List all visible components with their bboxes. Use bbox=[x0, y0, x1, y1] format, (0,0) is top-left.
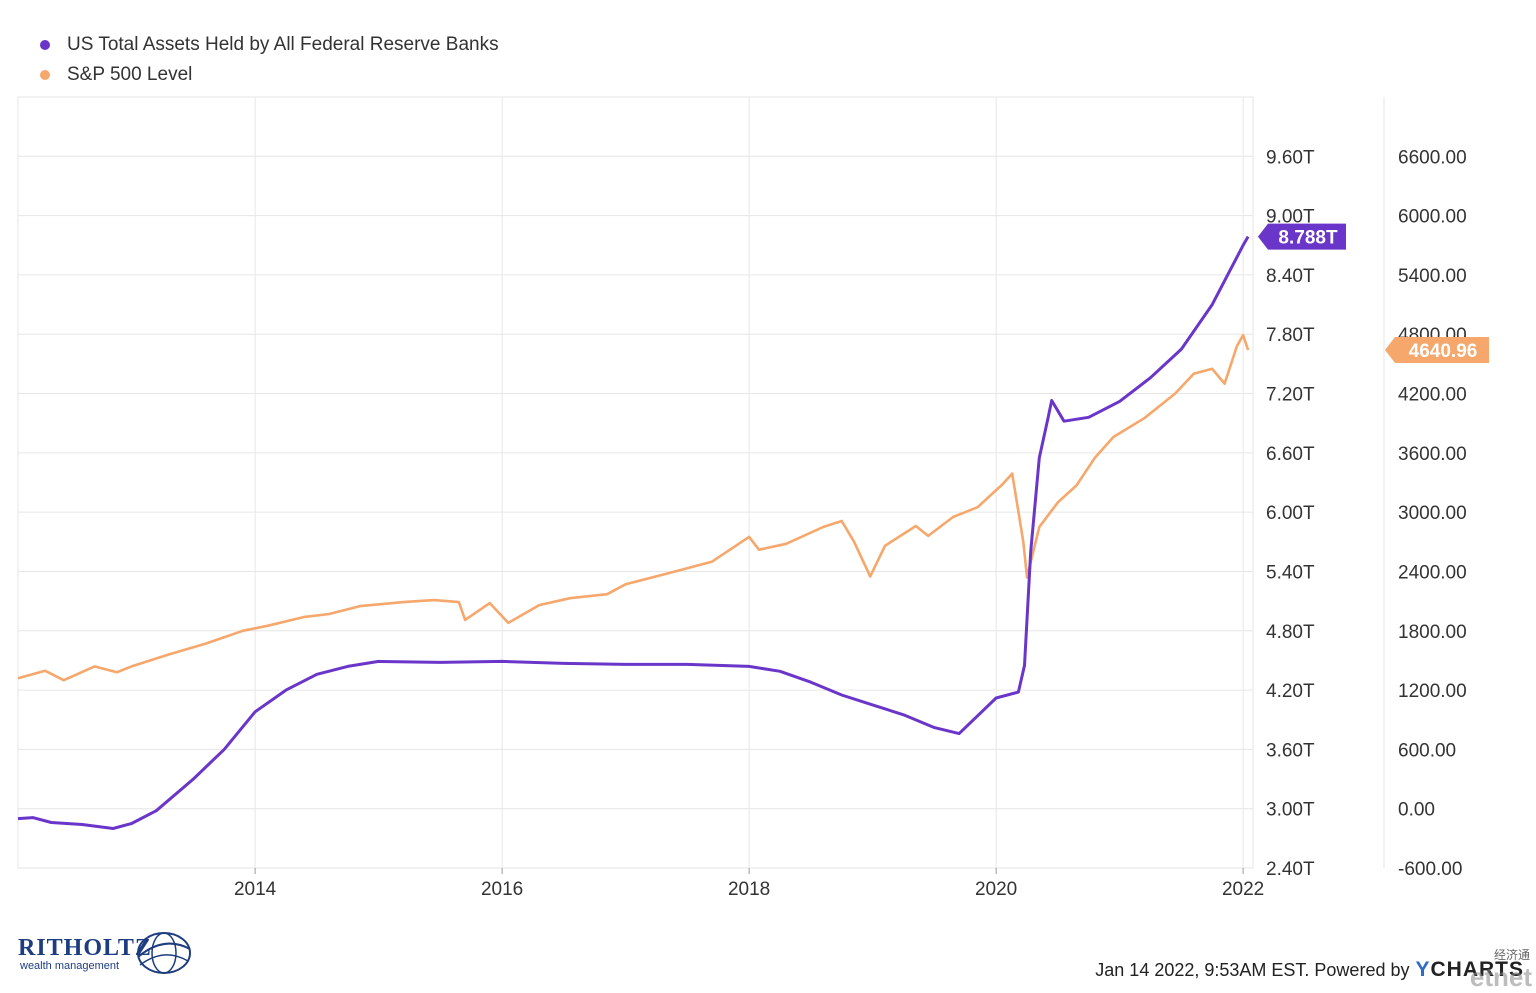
legend-item-sp500[interactable]: S&P 500 Level bbox=[40, 60, 499, 90]
legend-marker-purple bbox=[40, 40, 50, 50]
value-flag-shape bbox=[1385, 336, 1489, 363]
sp500-value-flag: 4640.96 bbox=[1385, 336, 1489, 363]
right-axis-tick-label: 600.00 bbox=[1398, 740, 1456, 761]
ycharts-text: CHARTS bbox=[1430, 958, 1524, 981]
left-axis-tick-label: 2.40T bbox=[1266, 859, 1315, 880]
x-axis-tick-label: 2016 bbox=[481, 879, 523, 900]
right-axis-tick-label: 4200.00 bbox=[1398, 385, 1467, 406]
x-axis-tick-label: 2014 bbox=[234, 879, 277, 900]
legend-label-fed-assets: US Total Assets Held by All Federal Rese… bbox=[67, 34, 499, 55]
plot-frame bbox=[17, 96, 1254, 869]
fed-assets-value-flag: 8.788T bbox=[1258, 223, 1346, 250]
watermark-etnet: etnet bbox=[1469, 962, 1532, 992]
left-axis-tick-label: 3.60T bbox=[1266, 740, 1315, 761]
ycharts-logo[interactable]: YCHARTS bbox=[1415, 958, 1524, 982]
right-axis-tick-label: 1200.00 bbox=[1398, 681, 1467, 702]
left-axis-tick-label: 6.00T bbox=[1266, 503, 1315, 524]
ycharts-y: Y bbox=[1415, 958, 1431, 981]
value-flag-text: 8.788T bbox=[1278, 228, 1338, 249]
left-axis-tick-label: 4.80T bbox=[1266, 622, 1315, 643]
value-flag-text: 4640.96 bbox=[1409, 341, 1478, 362]
brand-subtitle: wealth management bbox=[20, 960, 120, 972]
right-axis-tick-label: 1800.00 bbox=[1398, 622, 1467, 643]
sp500-line bbox=[17, 333, 1250, 682]
right-axis-tick-label: 2400.00 bbox=[1398, 562, 1467, 583]
right-axis-tick-label: 5400.00 bbox=[1398, 266, 1467, 287]
watermark-cn: 经济通 bbox=[1493, 948, 1530, 962]
left-axis-tick-label: 9.00T bbox=[1266, 207, 1315, 228]
right-axis-tick-label: -600.00 bbox=[1398, 859, 1462, 880]
ritholtz-logo[interactable]: RITHOLTZ wealth management bbox=[18, 932, 198, 980]
x-axis-tick-label: 2020 bbox=[975, 879, 1017, 900]
left-axis-tick-label: 6.60T bbox=[1266, 444, 1315, 465]
legend-marker-orange bbox=[40, 70, 50, 80]
left-axis-tick-label: 4.20T bbox=[1266, 681, 1315, 702]
right-axis-tick-label: 0.00 bbox=[1398, 800, 1435, 821]
right-axis-tick-label: 3600.00 bbox=[1398, 444, 1467, 465]
footer-attribution: Jan 14 2022, 9:53AM EST. Powered by YCHA… bbox=[1095, 958, 1524, 982]
chart-legend: US Total Assets Held by All Federal Rese… bbox=[40, 30, 499, 90]
right-axis-tick-label: 3000.00 bbox=[1398, 503, 1467, 524]
x-axis-tick-label: 2018 bbox=[728, 879, 770, 900]
fed-assets-line bbox=[17, 235, 1250, 830]
left-axis-tick-label: 8.40T bbox=[1266, 266, 1315, 287]
left-axis-tick-label: 3.00T bbox=[1266, 800, 1315, 821]
brand-name: RITHOLTZ bbox=[18, 935, 152, 961]
x-axis-tick-label: 2022 bbox=[1222, 879, 1264, 900]
left-axis-tick-label: 9.60T bbox=[1266, 147, 1315, 168]
left-axis-tick-label: 7.20T bbox=[1266, 385, 1315, 406]
right-axis-tick-label: 6600.00 bbox=[1398, 147, 1467, 168]
legend-label-sp500: S&P 500 Level bbox=[67, 64, 193, 85]
left-axis-tick-label: 7.80T bbox=[1266, 325, 1315, 346]
timestamp-text: Jan 14 2022, 9:53AM EST. Powered by bbox=[1095, 959, 1410, 980]
globe-emblem-icon bbox=[137, 932, 191, 974]
value-flag-shape bbox=[1258, 223, 1346, 250]
legend-item-fed-assets[interactable]: US Total Assets Held by All Federal Rese… bbox=[40, 30, 499, 60]
left-axis-tick-label: 5.40T bbox=[1266, 562, 1315, 583]
right-axis-tick-label: 6000.00 bbox=[1398, 207, 1467, 228]
